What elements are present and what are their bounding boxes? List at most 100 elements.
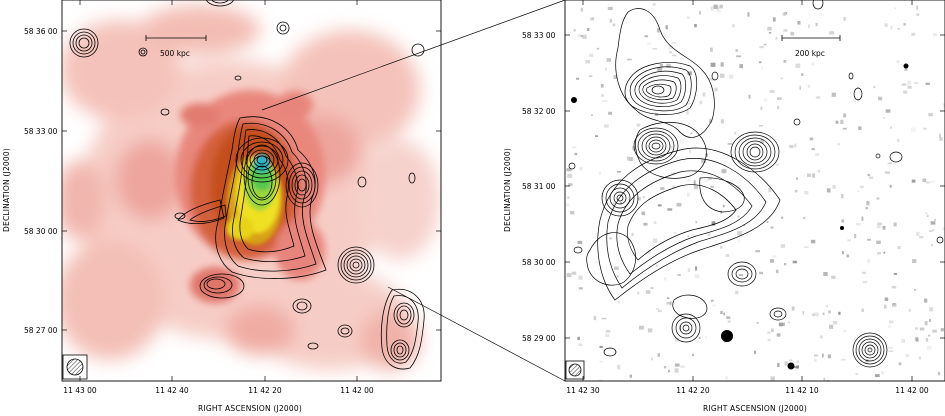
radio-galaxy-contour: [624, 62, 698, 115]
optical-noise-speck: [919, 236, 924, 239]
compact-source-contour: [609, 187, 631, 209]
optical-noise-speck: [840, 119, 844, 124]
optical-noise-speck: [799, 85, 801, 90]
optical-noise-speck: [705, 335, 707, 340]
optical-noise-speck: [789, 359, 793, 362]
optical-noise-speck: [595, 135, 598, 137]
optical-noise-speck: [932, 329, 937, 333]
optical-noise-speck: [687, 16, 690, 19]
optical-noise-speck: [859, 185, 864, 189]
optical-noise-speck: [781, 216, 784, 219]
zoom-connector-lines: [261, 0, 566, 382]
optical-noise-speck: [601, 94, 604, 97]
optical-noise-speck: [647, 97, 651, 101]
optical-noise-speck: [687, 268, 691, 272]
compact-source-contour: [206, 0, 234, 7]
optical-noise-speck: [657, 353, 660, 357]
optical-noise-speck: [897, 138, 900, 142]
diffuse-contour: [586, 232, 637, 286]
optical-noise-speck: [817, 170, 820, 173]
optical-noise-speck: [674, 363, 680, 367]
small-contour: [853, 87, 863, 101]
compact-source-contour: [352, 261, 360, 269]
optical-noise-speck: [766, 221, 769, 223]
optical-noise-speck: [722, 167, 725, 170]
small-contour: [568, 162, 576, 170]
optical-noise-speck: [827, 354, 831, 359]
optical-noise-speck: [784, 361, 789, 366]
right-y-tick-label: 58 33 00: [522, 31, 556, 40]
optical-noise-speck: [888, 350, 894, 353]
optical-noise-speck: [686, 109, 689, 115]
optical-noise-speck: [591, 114, 593, 117]
optical-noise-speck: [580, 7, 583, 12]
optical-noise-speck: [912, 259, 917, 263]
optical-noise-speck: [608, 111, 613, 115]
compact-source-contour: [337, 324, 353, 338]
optical-noise-speck: [937, 371, 941, 376]
left-scale-bar: 500 kpc: [145, 35, 207, 58]
optical-noise-speck: [901, 83, 907, 86]
compact-source-contour: [343, 252, 369, 278]
right-x-tick-label: 11 42 30: [566, 386, 600, 395]
optical-noise-speck: [727, 320, 731, 323]
optical-noise-speck: [861, 308, 864, 312]
optical-noise-speck: [924, 321, 928, 326]
compact-source-contour: [72, 31, 96, 55]
optical-noise-speck: [758, 61, 762, 64]
right-y-tick-label: 58 29 00: [522, 334, 556, 343]
optical-noise-speck: [566, 273, 572, 277]
compact-source-contour: [864, 344, 876, 356]
core-contour: [240, 141, 284, 179]
optical-noise-speck: [717, 10, 721, 13]
compact-source-contour: [78, 37, 90, 49]
left-x-tick-label: 11 42 40: [155, 386, 189, 395]
optical-noise-speck: [577, 336, 580, 341]
small-contour: [174, 212, 186, 220]
optical-noise-speck: [832, 185, 836, 189]
optical-noise-speck: [876, 197, 880, 200]
right-x-tick-label: 11 42 00: [895, 386, 929, 395]
optical-noise-speck: [657, 67, 663, 71]
optical-noise-speck: [794, 366, 799, 369]
optical-noise-speck: [939, 137, 943, 141]
optical-noise-speck: [617, 171, 622, 173]
optical-noise-speck: [702, 92, 706, 97]
optical-noise-speck: [687, 179, 691, 182]
optical-noise-speck: [771, 255, 777, 258]
optical-noise-speck: [777, 106, 780, 110]
compact-source-contour: [616, 194, 624, 202]
compact-source-contour: [605, 183, 635, 213]
right-x-tick-label: 11 42 10: [785, 386, 819, 395]
optical-noise-speck: [795, 63, 801, 68]
optical-noise-speck: [571, 146, 577, 149]
optical-noise-speck: [891, 285, 897, 289]
optical-noise-speck: [573, 29, 576, 32]
optical-noise-speck: [761, 66, 763, 70]
optical-noise-speck: [636, 123, 641, 127]
optical-noise-speck: [617, 364, 621, 370]
optical-noise-speck: [600, 84, 604, 88]
optical-noise-speck: [725, 376, 728, 380]
optical-source: [787, 362, 795, 370]
compact-source-contour: [855, 335, 885, 365]
optical-noise-speck: [666, 63, 671, 68]
optical-noise-speck: [815, 22, 818, 27]
optical-noise-speck: [637, 291, 640, 295]
optical-noise-speck: [897, 246, 901, 250]
optical-noise-speck: [609, 18, 612, 23]
optical-noise-speck: [867, 258, 870, 263]
optical-noise-speck: [566, 168, 572, 172]
optical-noise-speck: [666, 297, 670, 299]
optical-noise-speck: [896, 60, 900, 63]
optical-noise-speck: [877, 222, 882, 225]
right-x-tick-label: 11 42 20: [676, 386, 710, 395]
optical-noise-speck: [876, 240, 881, 244]
optical-noise-speck: [885, 109, 891, 113]
optical-noise-speck: [812, 173, 815, 178]
right-y-tick-label: 58 31 00: [522, 182, 556, 191]
optical-noise-speck: [932, 229, 935, 231]
compact-source-contour: [292, 298, 312, 314]
optical-noise-speck: [916, 5, 919, 10]
compact-source-contour: [206, 278, 226, 290]
